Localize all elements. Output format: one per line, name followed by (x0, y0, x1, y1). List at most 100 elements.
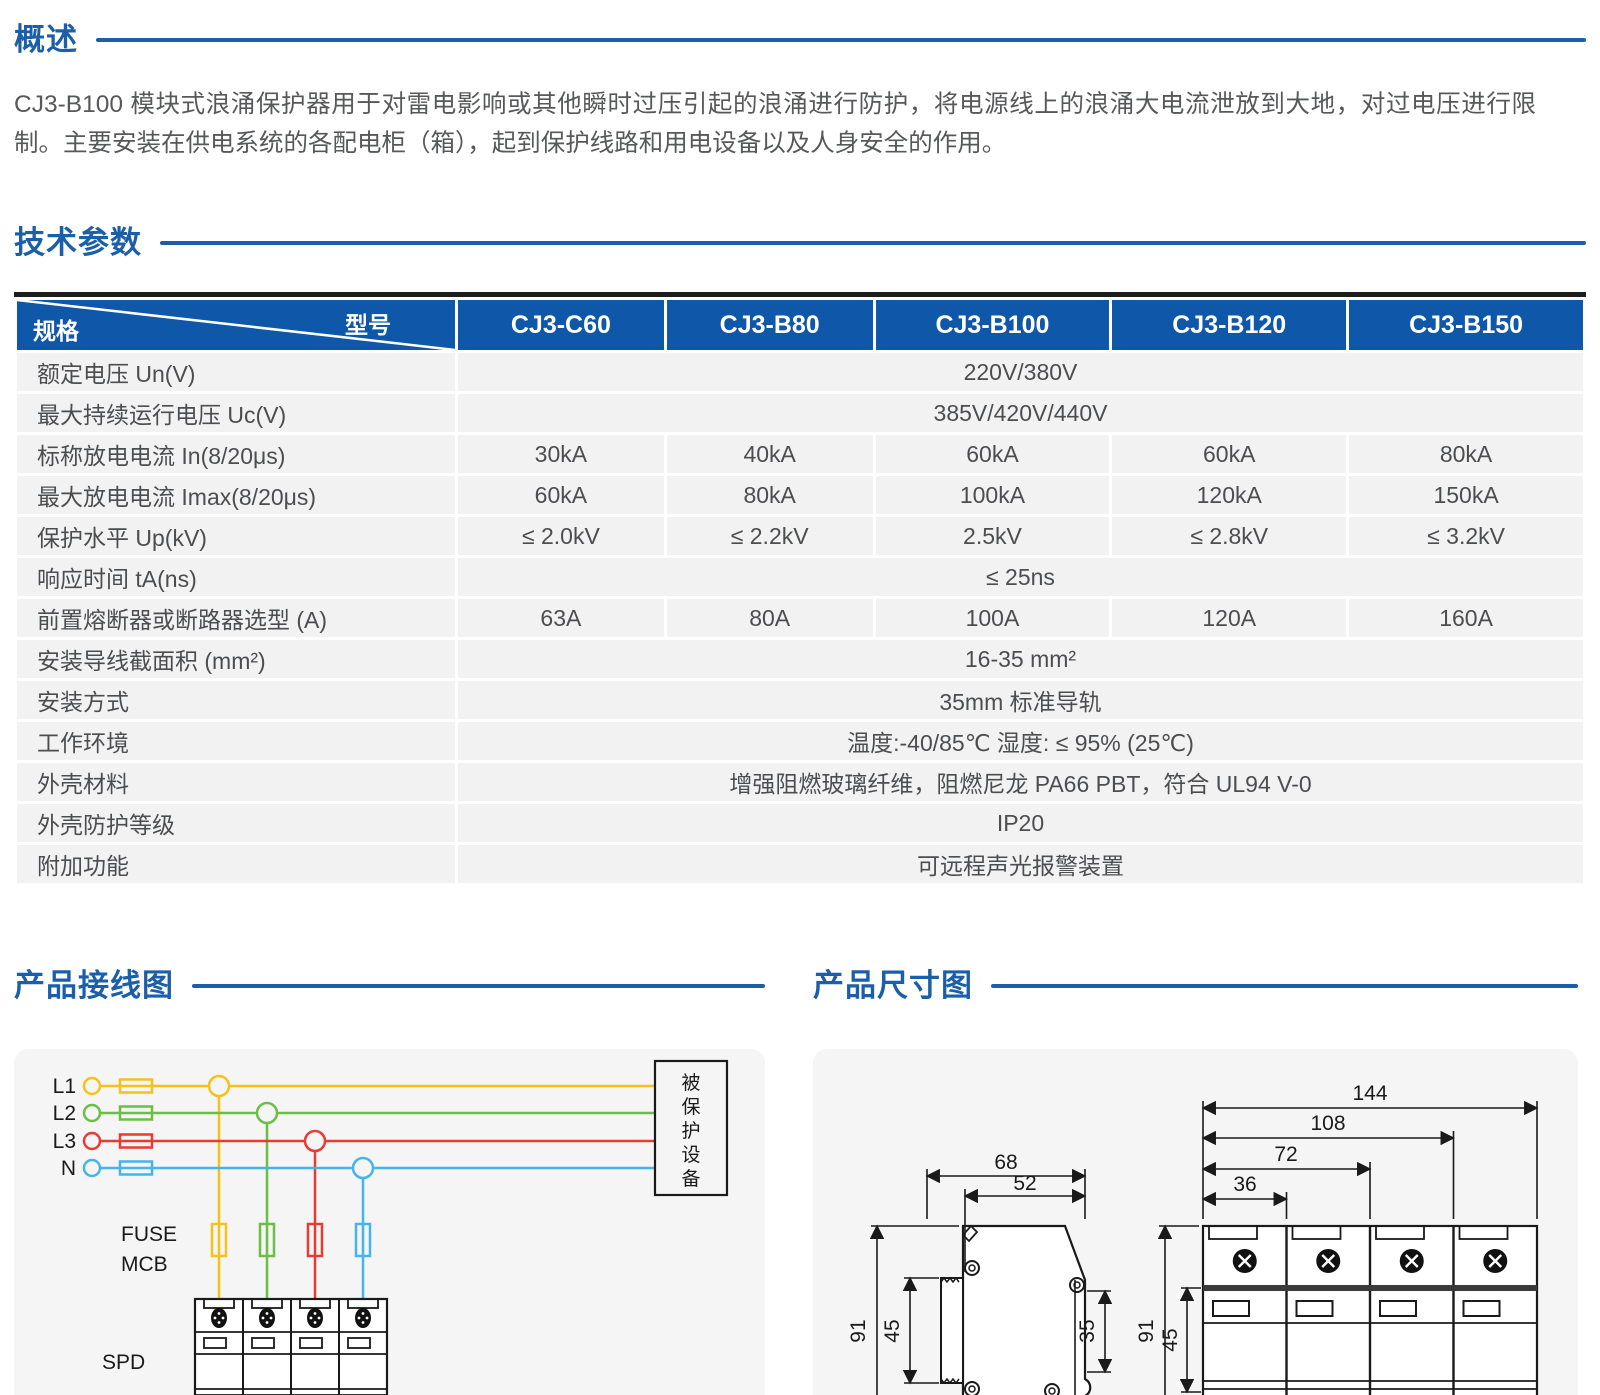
dimensions-rule (991, 983, 1578, 988)
dim-68: 68 (994, 1151, 1017, 1174)
spec-table: 型号 规格 CJ3-C60 CJ3-B80 CJ3-B100 CJ3-B120 CJ3-… (14, 297, 1586, 886)
spec-value-merged: 温度:-40/85℃ 湿度: ≤ 95% (25℃) (458, 722, 1583, 760)
spec-value: 60kA (1112, 435, 1347, 473)
dim-144: 144 (1352, 1082, 1387, 1105)
spec-value: 150kA (1349, 476, 1583, 514)
dim-91-front: 91 (1135, 1319, 1158, 1342)
line-label-l1: L1 (53, 1075, 76, 1098)
spec-value: 100A (875, 599, 1110, 637)
line-label-l2: L2 (53, 1102, 76, 1125)
model-header-row: 型号 规格 CJ3-C60 CJ3-B80 CJ3-B100 CJ3-B120 CJ3-… (17, 300, 1583, 350)
spec-row: 最大放电电流 Imax(8/20μs) 60kA 80kA 100kA 120kA 150… (17, 476, 1583, 514)
spec-value: ≤ 3.2kV (1349, 517, 1583, 555)
wire-l1 (82, 1074, 655, 1301)
protected-device-box: 被保护设备 (653, 1059, 729, 1197)
spec-value: 120kA (1112, 476, 1347, 514)
spec-row: 附加功能 可远程声光报警装置 (17, 845, 1583, 883)
spec-value: 80kA (666, 476, 873, 514)
spec-value: 80kA (1349, 435, 1583, 473)
spec-value: ≤ 2.2kV (666, 517, 873, 555)
tech-title: 技术参数 (14, 225, 142, 260)
spec-value: ≤ 2.8kV (1112, 517, 1347, 555)
spec-value: 60kA (875, 435, 1110, 473)
corner-label-model: 型号 (345, 312, 391, 338)
model-header: CJ3-C60 (458, 300, 664, 350)
line-label-l3: L3 (53, 1130, 76, 1153)
front-view-screws (1232, 1249, 1508, 1273)
spec-value: 100kA (875, 476, 1110, 514)
table-corner-cell: 型号 规格 (17, 300, 455, 350)
spec-value-merged: 16-35 mm² (458, 640, 1583, 678)
protected-device-label: 被保护设备 (681, 1072, 700, 1190)
spd-screws (211, 1308, 371, 1328)
spec-value-merged: ≤ 25ns (458, 558, 1583, 596)
dim-45-front: 45 (1159, 1328, 1182, 1351)
tech-section-header: 技术参数 (14, 217, 1586, 262)
spec-row: 保护水平 Up(kV) ≤ 2.0kV ≤ 2.2kV 2.5kV ≤ 2.8kV ≤ 3… (17, 517, 1583, 555)
mcb-label: MCB (121, 1253, 168, 1276)
spec-row: 工作环境 温度:-40/85℃ 湿度: ≤ 95% (25℃) (17, 722, 1583, 760)
dim-45-side: 45 (881, 1319, 904, 1342)
dim-35-side: 35 (1076, 1319, 1099, 1342)
spec-row: 前置熔断器或断路器选型 (A) 63A 80A 100A 120A 160A (17, 599, 1583, 637)
spec-row: 额定电压 Un(V) 220V/380V (17, 353, 1583, 391)
spec-value-merged: IP20 (458, 804, 1583, 842)
spec-value-merged: 385V/420V/440V (458, 394, 1583, 432)
spec-row: 安装导线截面积 (mm²) 16-35 mm² (17, 640, 1583, 678)
spec-value: 120A (1112, 599, 1347, 637)
spec-value: 30kA (458, 435, 664, 473)
spec-value: 2.5kV (875, 517, 1110, 555)
wiring-diagram-card: L1 L2 L3 N (14, 1049, 765, 1395)
fuse-label: FUSE (121, 1223, 177, 1246)
spec-label: 工作环境 (17, 722, 455, 760)
spec-value: 40kA (666, 435, 873, 473)
spec-row: 外壳材料 增强阻燃玻璃纤维，阻燃尼龙 PA66 PBT，符合 UL94 V-0 (17, 763, 1583, 801)
model-header: CJ3-B120 (1112, 300, 1347, 350)
spec-table-wrap: 型号 规格 CJ3-C60 CJ3-B80 CJ3-B100 CJ3-B120 CJ3-… (14, 292, 1586, 886)
line-label-n: N (61, 1157, 76, 1180)
side-view-device (940, 1224, 1092, 1395)
spec-value: 60kA (458, 476, 664, 514)
spec-label: 最大持续运行电压 Uc(V) (17, 394, 455, 432)
spec-row: 标称放电电流 In(8/20μs) 30kA 40kA 60kA 60kA 80kA (17, 435, 1583, 473)
wiring-section-header: 产品接线图 (14, 960, 765, 1005)
spec-value-merged: 增强阻燃玻璃纤维，阻燃尼龙 PA66 PBT，符合 UL94 V-0 (458, 763, 1583, 801)
corner-diagonal-line (17, 300, 455, 350)
dim-108: 108 (1310, 1112, 1345, 1135)
spec-value: ≤ 2.0kV (458, 517, 664, 555)
model-header: CJ3-B80 (666, 300, 873, 350)
dim-36: 36 (1233, 1173, 1256, 1196)
wiring-title: 产品接线图 (14, 968, 174, 1003)
dimensions-title: 产品尺寸图 (813, 968, 973, 1003)
dimension-diagram-card: 68 52 91 45 35 (813, 1049, 1578, 1395)
spec-label: 安装方式 (17, 681, 455, 719)
dimensions-section-header: 产品尺寸图 (813, 960, 1578, 1005)
spec-value: 160A (1349, 599, 1583, 637)
overview-section-header: 概述 (14, 14, 1586, 59)
spec-label: 最大放电电流 Imax(8/20μs) (17, 476, 455, 514)
spec-row: 响应时间 tA(ns) ≤ 25ns (17, 558, 1583, 596)
model-header: CJ3-B100 (875, 300, 1110, 350)
spec-row: 外壳防护等级 IP20 (17, 804, 1583, 842)
spec-label: 额定电压 Un(V) (17, 353, 455, 391)
spd-unit (193, 1297, 389, 1395)
model-header: CJ3-B150 (1349, 300, 1583, 350)
dim-72: 72 (1274, 1143, 1297, 1166)
overview-title: 概述 (14, 22, 78, 57)
spec-value: 63A (458, 599, 664, 637)
spec-value-merged: 35mm 标准导轨 (458, 681, 1583, 719)
wiring-diagram: L1 L2 L3 N (53, 1059, 729, 1395)
spec-label: 外壳防护等级 (17, 804, 455, 842)
tech-rule (160, 240, 1586, 245)
wiring-rule (192, 983, 765, 988)
dimension-diagram: 68 52 91 45 35 (847, 1082, 1539, 1395)
front-view-dims (1157, 1100, 1539, 1395)
spec-label: 外壳材料 (17, 763, 455, 801)
dim-52: 52 (1013, 1172, 1036, 1195)
overview-rule (96, 37, 1586, 42)
front-view-device (1201, 1224, 1539, 1395)
spec-row: 最大持续运行电压 Uc(V) 385V/420V/440V (17, 394, 1583, 432)
spec-value: 80A (666, 599, 873, 637)
wire-n (82, 1156, 655, 1301)
